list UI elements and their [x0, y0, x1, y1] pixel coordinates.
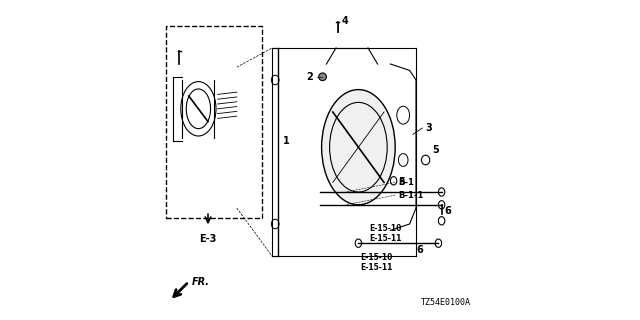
Text: E-15-11: E-15-11 — [360, 263, 392, 272]
Ellipse shape — [181, 82, 216, 136]
Text: FR.: FR. — [192, 276, 210, 287]
Text: 3: 3 — [426, 123, 433, 133]
Text: E-15-10: E-15-10 — [370, 224, 402, 233]
Text: 6: 6 — [416, 244, 423, 255]
Text: TZ54E0100A: TZ54E0100A — [420, 298, 470, 307]
Text: B-1-1: B-1-1 — [398, 191, 424, 200]
Text: 5: 5 — [398, 177, 405, 188]
Ellipse shape — [321, 90, 396, 205]
Text: B-1: B-1 — [398, 178, 414, 187]
Ellipse shape — [319, 73, 326, 81]
Text: 6: 6 — [445, 206, 452, 216]
Text: E-3: E-3 — [199, 234, 217, 244]
Text: 2: 2 — [306, 72, 313, 82]
Text: E-15-11: E-15-11 — [370, 234, 402, 243]
Text: 1: 1 — [283, 136, 290, 146]
Text: 5: 5 — [432, 145, 439, 156]
Bar — [166, 26, 262, 218]
Text: 4: 4 — [342, 16, 349, 26]
Text: E-15-10: E-15-10 — [360, 253, 392, 262]
